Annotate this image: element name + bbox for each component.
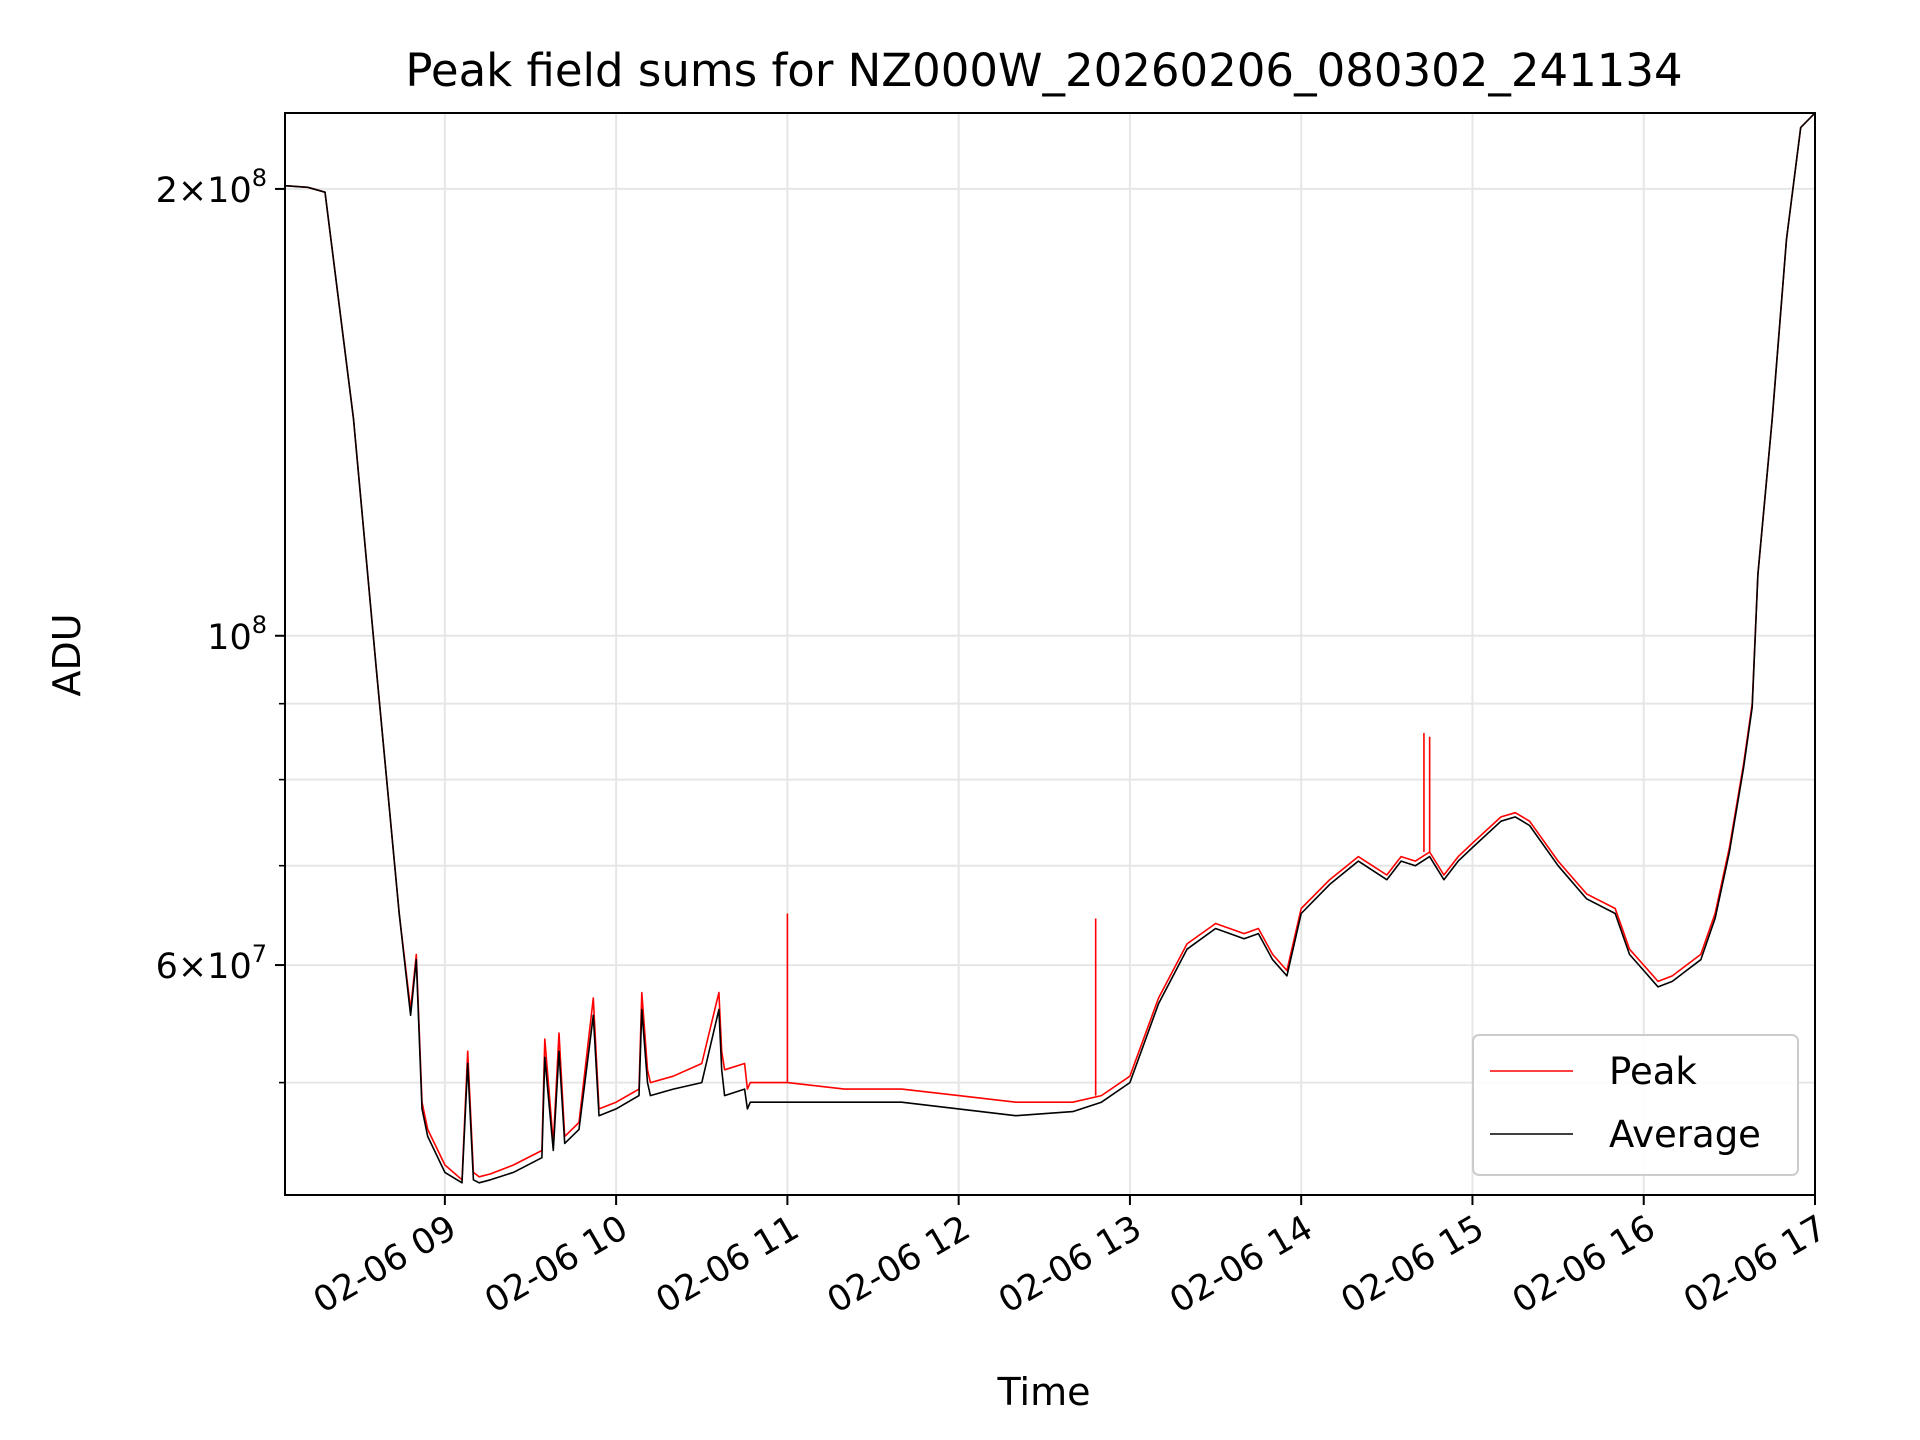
y-tick-label: 2×108 [156,164,267,211]
legend-box [1472,1034,1799,1176]
series-line-peak [284,112,1816,1181]
y-tick-label: 6×107 [156,940,267,987]
x-axis-label: Time [997,1370,1091,1414]
plot-frame [284,112,1816,1196]
y-tick-label: 108 [207,611,267,658]
series-lines [284,112,1816,1184]
legend: Peak Average [1472,1034,1799,1176]
legend-label-peak: Peak [1609,1050,1697,1093]
series-line-average [284,112,1816,1184]
y-axis-label: ADU [45,613,89,696]
legend-label-average: Average [1609,1113,1761,1156]
chart-title: Peak field sums for NZ000W_20260206_0803… [405,44,1682,97]
